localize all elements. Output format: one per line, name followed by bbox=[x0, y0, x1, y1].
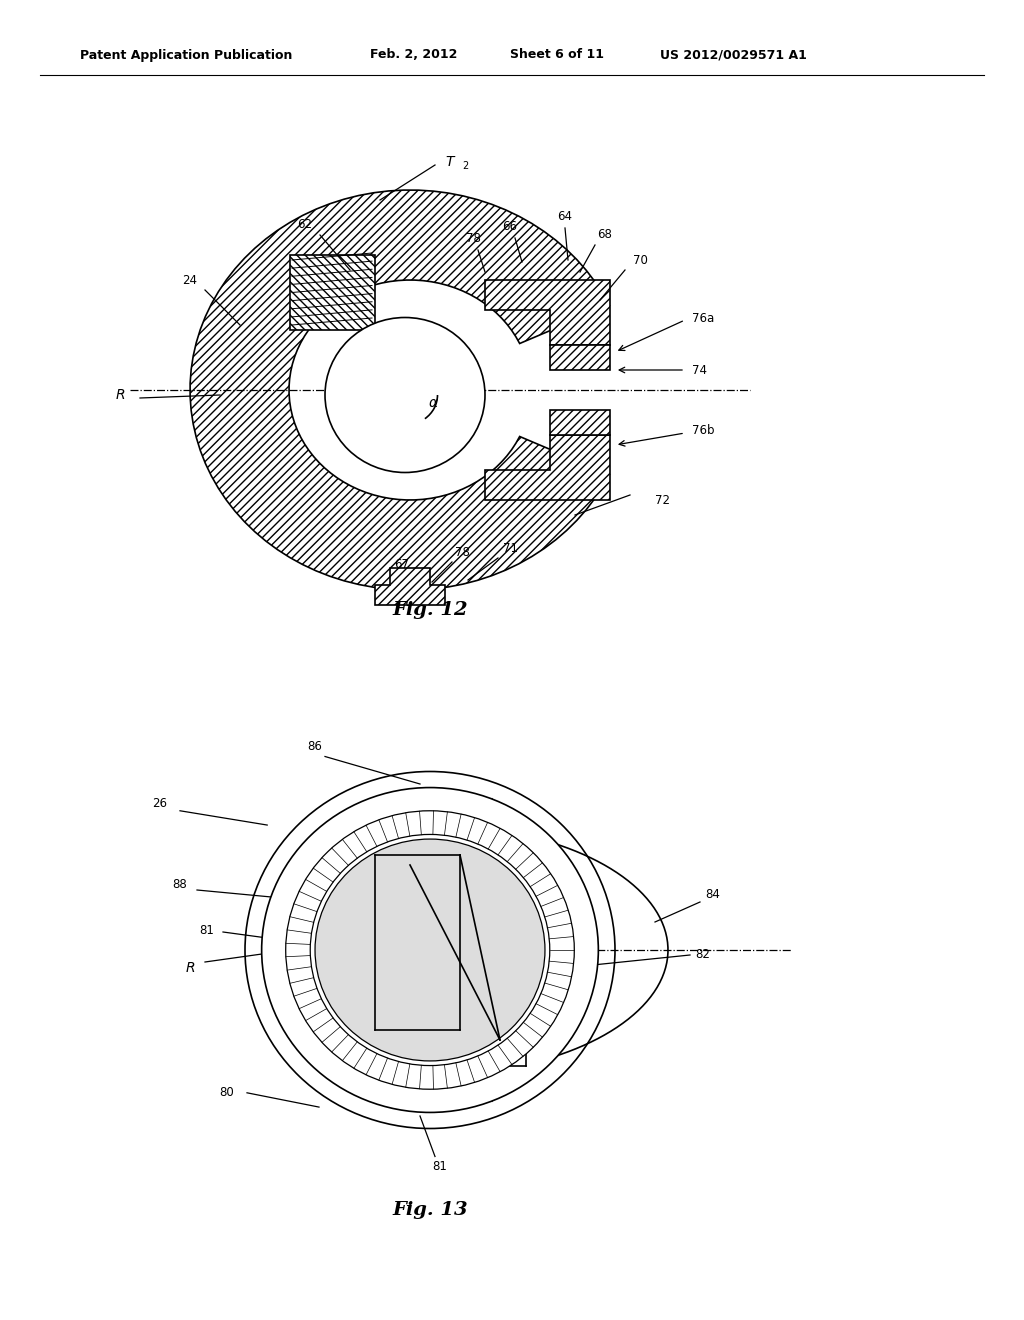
Text: Patent Application Publication: Patent Application Publication bbox=[80, 49, 293, 62]
Polygon shape bbox=[190, 190, 609, 590]
Text: 70: 70 bbox=[633, 253, 647, 267]
Ellipse shape bbox=[325, 318, 485, 473]
Text: T: T bbox=[445, 154, 454, 169]
Polygon shape bbox=[375, 568, 445, 605]
Text: 2: 2 bbox=[462, 161, 468, 172]
Polygon shape bbox=[485, 280, 610, 345]
Text: 67: 67 bbox=[394, 558, 410, 572]
Text: 82: 82 bbox=[695, 949, 710, 961]
Text: R: R bbox=[185, 961, 195, 975]
Text: 86: 86 bbox=[307, 741, 323, 752]
Text: 76b: 76b bbox=[692, 424, 715, 437]
Text: R: R bbox=[115, 388, 125, 403]
Polygon shape bbox=[550, 345, 610, 370]
Text: 26: 26 bbox=[153, 797, 168, 810]
Text: Fig. 12: Fig. 12 bbox=[392, 601, 468, 619]
Polygon shape bbox=[485, 436, 610, 500]
Text: US 2012/0029571 A1: US 2012/0029571 A1 bbox=[660, 49, 807, 62]
Ellipse shape bbox=[286, 810, 574, 1089]
Text: Feb. 2, 2012: Feb. 2, 2012 bbox=[370, 49, 458, 62]
Ellipse shape bbox=[310, 834, 550, 1065]
Ellipse shape bbox=[245, 771, 615, 1129]
Text: 74: 74 bbox=[692, 363, 707, 376]
Text: 81: 81 bbox=[432, 1160, 447, 1173]
Text: 60: 60 bbox=[394, 323, 410, 337]
Text: 88: 88 bbox=[173, 879, 187, 891]
Text: 24: 24 bbox=[182, 273, 198, 286]
Text: 84: 84 bbox=[705, 888, 720, 902]
Text: $\alpha$: $\alpha$ bbox=[428, 396, 439, 411]
Text: 71: 71 bbox=[503, 541, 517, 554]
Text: 78: 78 bbox=[455, 545, 469, 558]
Text: 62: 62 bbox=[298, 219, 312, 231]
Text: 72: 72 bbox=[655, 494, 670, 507]
Text: 81: 81 bbox=[200, 924, 214, 936]
Polygon shape bbox=[550, 411, 610, 436]
Text: 78: 78 bbox=[466, 231, 480, 244]
Text: Fig. 13: Fig. 13 bbox=[392, 1201, 468, 1218]
Text: 68: 68 bbox=[598, 228, 612, 242]
Ellipse shape bbox=[262, 788, 598, 1113]
Text: 76a: 76a bbox=[692, 312, 715, 325]
Ellipse shape bbox=[315, 840, 545, 1061]
Text: Sheet 6 of 11: Sheet 6 of 11 bbox=[510, 49, 604, 62]
Polygon shape bbox=[290, 255, 375, 330]
Text: 66: 66 bbox=[503, 220, 517, 234]
Text: 80: 80 bbox=[219, 1086, 234, 1100]
Text: 64: 64 bbox=[557, 210, 572, 223]
